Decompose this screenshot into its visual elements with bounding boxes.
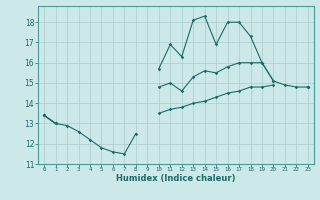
X-axis label: Humidex (Indice chaleur): Humidex (Indice chaleur): [116, 174, 236, 183]
